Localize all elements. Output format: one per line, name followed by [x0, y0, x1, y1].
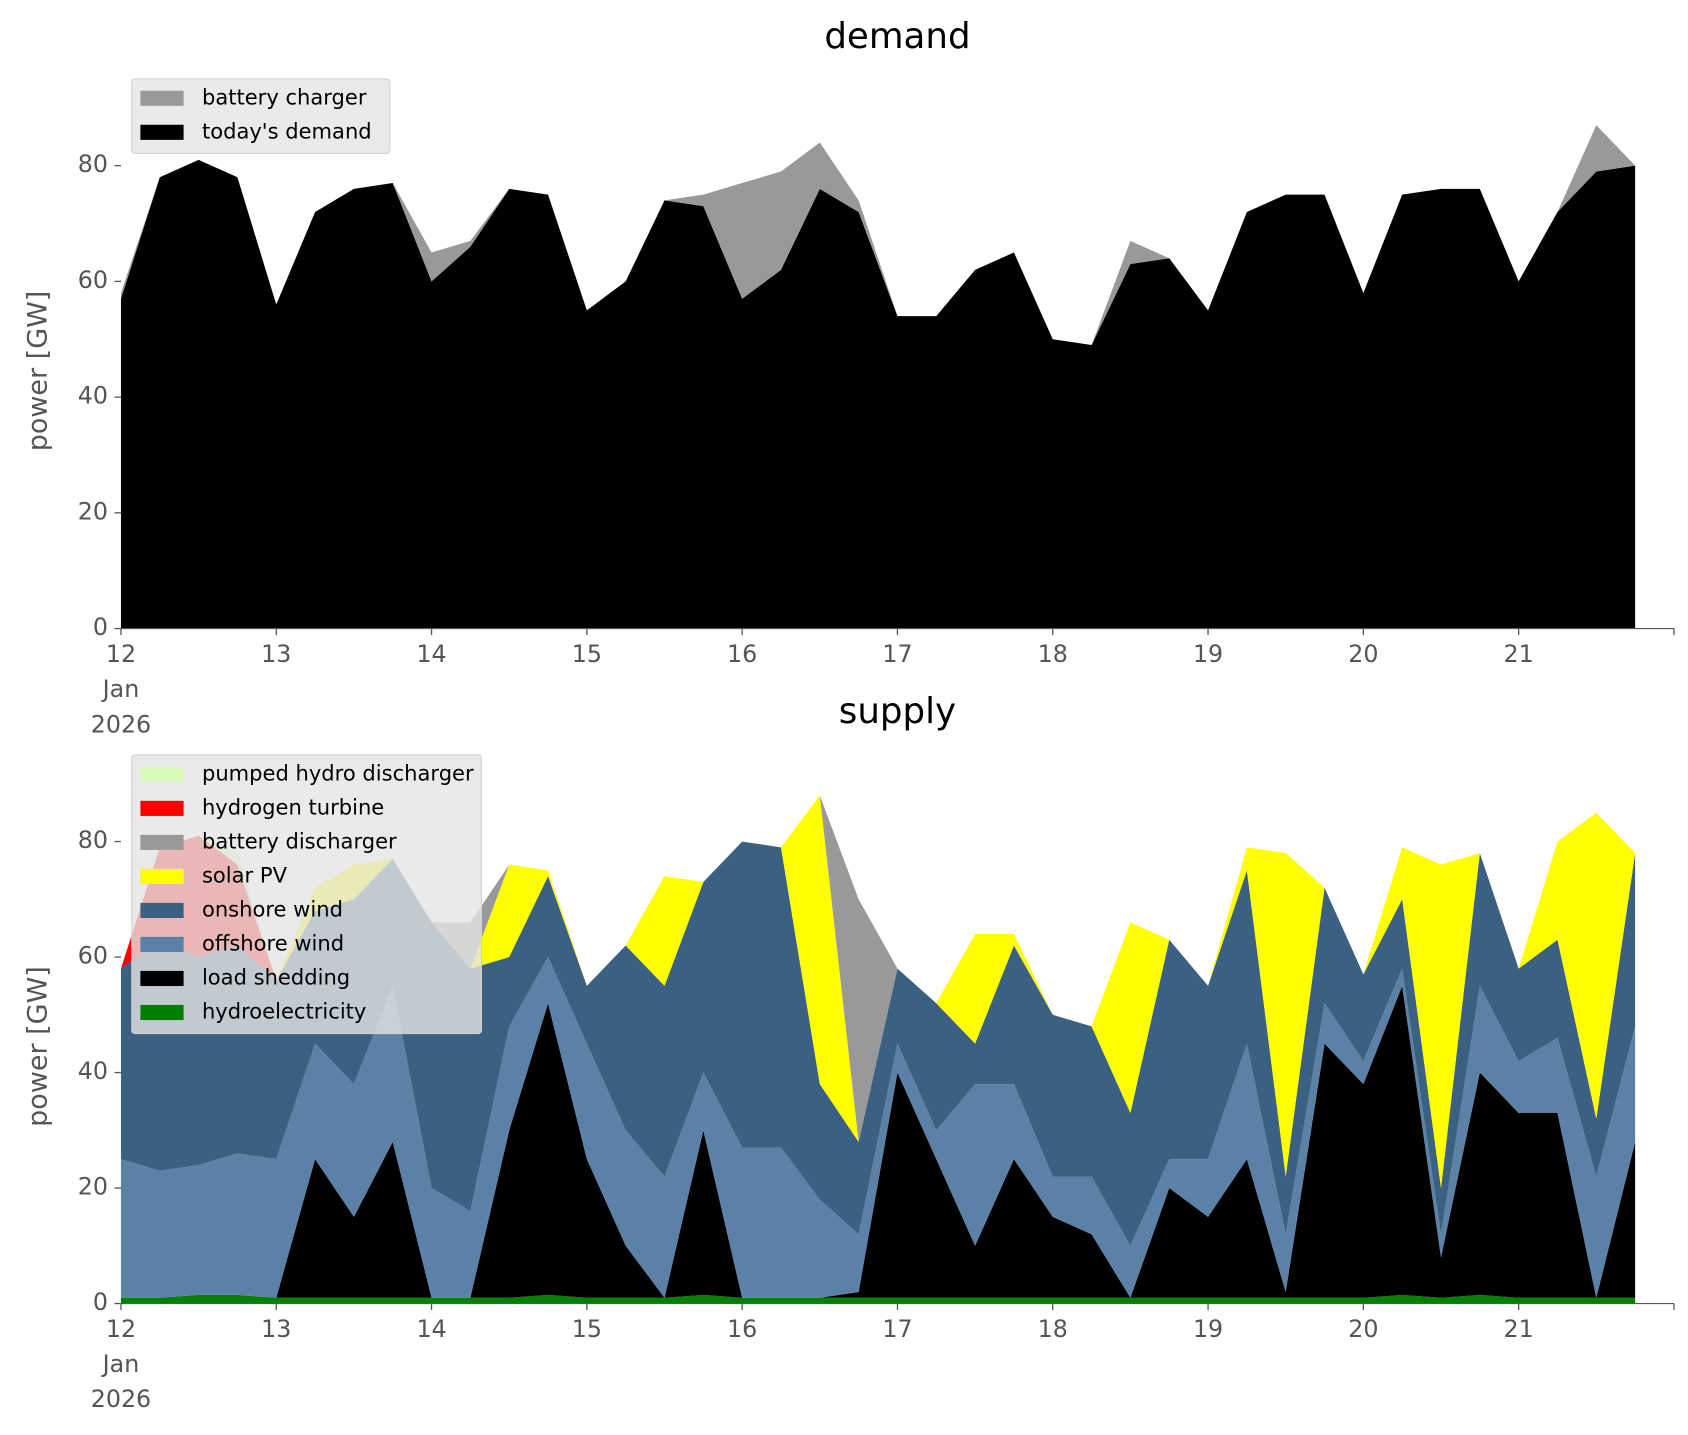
area — [120, 1294, 1636, 1304]
x-tick-label: 17 — [882, 1315, 912, 1343]
x-tick-label: 2026 — [91, 1385, 151, 1413]
x-tick-label: 13 — [261, 640, 291, 668]
y-tick-label: 20 — [78, 497, 108, 525]
area — [120, 841, 1636, 1246]
legend-label: hydroelectricity — [202, 998, 366, 1023]
y-axis-label: power [GW] — [22, 966, 53, 1127]
y-tick-label: 20 — [78, 1173, 108, 1201]
y-tick-label: 80 — [78, 826, 108, 854]
y-tick-label: 40 — [78, 382, 108, 410]
legend-label: hydrogen turbine — [202, 794, 384, 819]
x-tick-label: 20 — [1348, 1315, 1378, 1343]
legend-label: onshore wind — [202, 896, 343, 921]
y-tick-label: 60 — [78, 266, 108, 294]
x-tick-label: 2026 — [91, 710, 151, 738]
x-tick-label: 14 — [416, 1315, 446, 1343]
x-tick-label: 19 — [1193, 640, 1223, 668]
x-tick-label: 19 — [1193, 1315, 1223, 1343]
x-tick-label: Jan — [101, 675, 140, 703]
legend-label: today's demand — [202, 118, 372, 143]
x-tick-label: 18 — [1038, 640, 1068, 668]
y-tick-label: 0 — [93, 613, 108, 641]
legend-swatch — [140, 1004, 184, 1021]
legend-box — [131, 754, 482, 1035]
x-tick-label: 21 — [1504, 1315, 1534, 1343]
legend-swatch — [140, 766, 184, 782]
legend: battery charger today's demand — [131, 78, 391, 154]
legend-label: offshore wind — [202, 930, 344, 955]
y-axis-label: power [GW] — [22, 291, 53, 452]
legend-swatch — [140, 124, 184, 140]
x-tick-label: 15 — [572, 640, 602, 668]
chart-title: demand — [824, 16, 970, 57]
y-tick-label: 40 — [78, 1057, 108, 1085]
legend-swatch — [140, 90, 184, 106]
legend-swatch — [140, 800, 184, 816]
legend-label: solar PV — [202, 862, 288, 887]
x-tick-label: 15 — [572, 1315, 602, 1343]
x-tick-label: 12 — [106, 640, 136, 668]
x-tick-label: Jan — [101, 1350, 140, 1378]
y-tick-label: 80 — [78, 150, 108, 178]
x-tick-label: 20 — [1348, 640, 1378, 668]
area — [120, 795, 1636, 1189]
legend-label: battery charger — [202, 84, 367, 109]
legend-swatch — [140, 868, 184, 884]
legend: pumped hydro discharger hydrogen turbine b… — [131, 754, 482, 1035]
y-tick-label: 0 — [93, 1288, 108, 1316]
x-tick-label: 18 — [1038, 1315, 1068, 1343]
legend-swatch — [140, 970, 184, 987]
x-tick-label: 13 — [261, 1315, 291, 1343]
chart-title: supply — [839, 691, 956, 732]
y-tick-label: 60 — [78, 942, 108, 970]
x-tick-label: 21 — [1504, 640, 1534, 668]
area — [120, 159, 1636, 629]
x-tick-label: 12 — [106, 1315, 136, 1343]
legend-swatch — [140, 902, 184, 918]
area — [120, 985, 1636, 1298]
legend-swatch — [140, 936, 184, 953]
legend-label: battery discharger — [202, 828, 397, 853]
x-tick-label: 16 — [727, 640, 757, 668]
legend-box — [131, 78, 391, 154]
x-tick-label: 14 — [416, 640, 446, 668]
legend-swatch — [140, 834, 184, 850]
legend-label: load shedding — [202, 964, 350, 989]
x-tick-label: 16 — [727, 1315, 757, 1343]
area — [120, 795, 1636, 1142]
legend-label: pumped hydro discharger — [202, 760, 474, 785]
area — [120, 957, 1636, 1298]
x-tick-label: 17 — [882, 640, 912, 668]
